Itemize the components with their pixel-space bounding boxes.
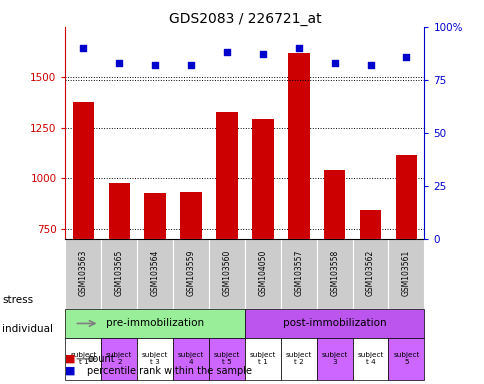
Text: subject
2: subject 2 xyxy=(106,352,132,365)
Text: GSM103564: GSM103564 xyxy=(151,250,159,296)
Bar xyxy=(65,310,244,338)
Bar xyxy=(173,338,209,380)
Bar xyxy=(65,338,101,380)
Point xyxy=(366,62,374,68)
Bar xyxy=(244,338,280,380)
Text: subject
t 4: subject t 4 xyxy=(357,352,383,365)
Text: GSM103558: GSM103558 xyxy=(330,250,338,296)
Text: ■: ■ xyxy=(65,366,76,376)
Text: subject
5: subject 5 xyxy=(393,352,419,365)
Bar xyxy=(173,239,209,310)
Bar xyxy=(65,239,101,310)
Bar xyxy=(352,239,388,310)
Text: GSM103563: GSM103563 xyxy=(79,250,88,296)
Text: GSM103562: GSM103562 xyxy=(365,250,374,296)
Point xyxy=(330,60,338,66)
Text: GSM103559: GSM103559 xyxy=(186,250,195,296)
Bar xyxy=(316,239,352,310)
Text: GSM104050: GSM104050 xyxy=(258,250,267,296)
Bar xyxy=(244,310,424,338)
Bar xyxy=(280,239,316,310)
Bar xyxy=(73,101,94,380)
Text: GSM103557: GSM103557 xyxy=(294,250,302,296)
Bar xyxy=(137,338,173,380)
Bar xyxy=(216,112,237,380)
Text: subject
t 3: subject t 3 xyxy=(142,352,168,365)
Bar xyxy=(352,338,388,380)
Point xyxy=(402,53,409,60)
Text: subject
t 2: subject t 2 xyxy=(285,352,311,365)
Point xyxy=(223,49,230,55)
Bar xyxy=(101,338,137,380)
Text: subject
3: subject 3 xyxy=(321,352,347,365)
Point xyxy=(187,62,195,68)
Bar xyxy=(395,155,416,380)
Bar xyxy=(108,183,130,380)
Text: GSM103561: GSM103561 xyxy=(401,250,410,296)
Text: ■: ■ xyxy=(65,354,76,364)
Bar xyxy=(280,338,316,380)
Text: GSM103560: GSM103560 xyxy=(222,250,231,296)
Bar xyxy=(209,338,244,380)
Text: subject
4: subject 4 xyxy=(178,352,204,365)
Bar xyxy=(209,239,244,310)
Bar xyxy=(316,338,352,380)
Bar xyxy=(252,119,273,380)
Point xyxy=(258,51,266,58)
Text: pre-immobilization: pre-immobilization xyxy=(106,318,204,328)
Bar xyxy=(287,53,309,380)
Bar xyxy=(244,239,280,310)
Bar xyxy=(180,192,201,380)
Title: GDS2083 / 226721_at: GDS2083 / 226721_at xyxy=(168,12,320,26)
Bar xyxy=(101,239,137,310)
Text: percentile rank within the sample: percentile rank within the sample xyxy=(87,366,252,376)
Text: post-immobilization: post-immobilization xyxy=(282,318,386,328)
Text: GSM103565: GSM103565 xyxy=(115,250,123,296)
Bar xyxy=(359,210,380,380)
Bar xyxy=(137,239,173,310)
Text: individual: individual xyxy=(2,324,53,334)
Bar xyxy=(323,170,345,380)
Point xyxy=(115,60,123,66)
Point xyxy=(151,62,159,68)
Text: subject
t 5: subject t 5 xyxy=(213,352,240,365)
Text: subject
t 1: subject t 1 xyxy=(249,352,275,365)
Point xyxy=(79,45,87,51)
Text: subject
t 1: subject t 1 xyxy=(70,352,96,365)
Bar xyxy=(144,193,166,380)
Point xyxy=(294,45,302,51)
Text: count: count xyxy=(87,354,115,364)
Text: stress: stress xyxy=(2,295,33,305)
Bar xyxy=(388,239,424,310)
Bar xyxy=(388,338,424,380)
